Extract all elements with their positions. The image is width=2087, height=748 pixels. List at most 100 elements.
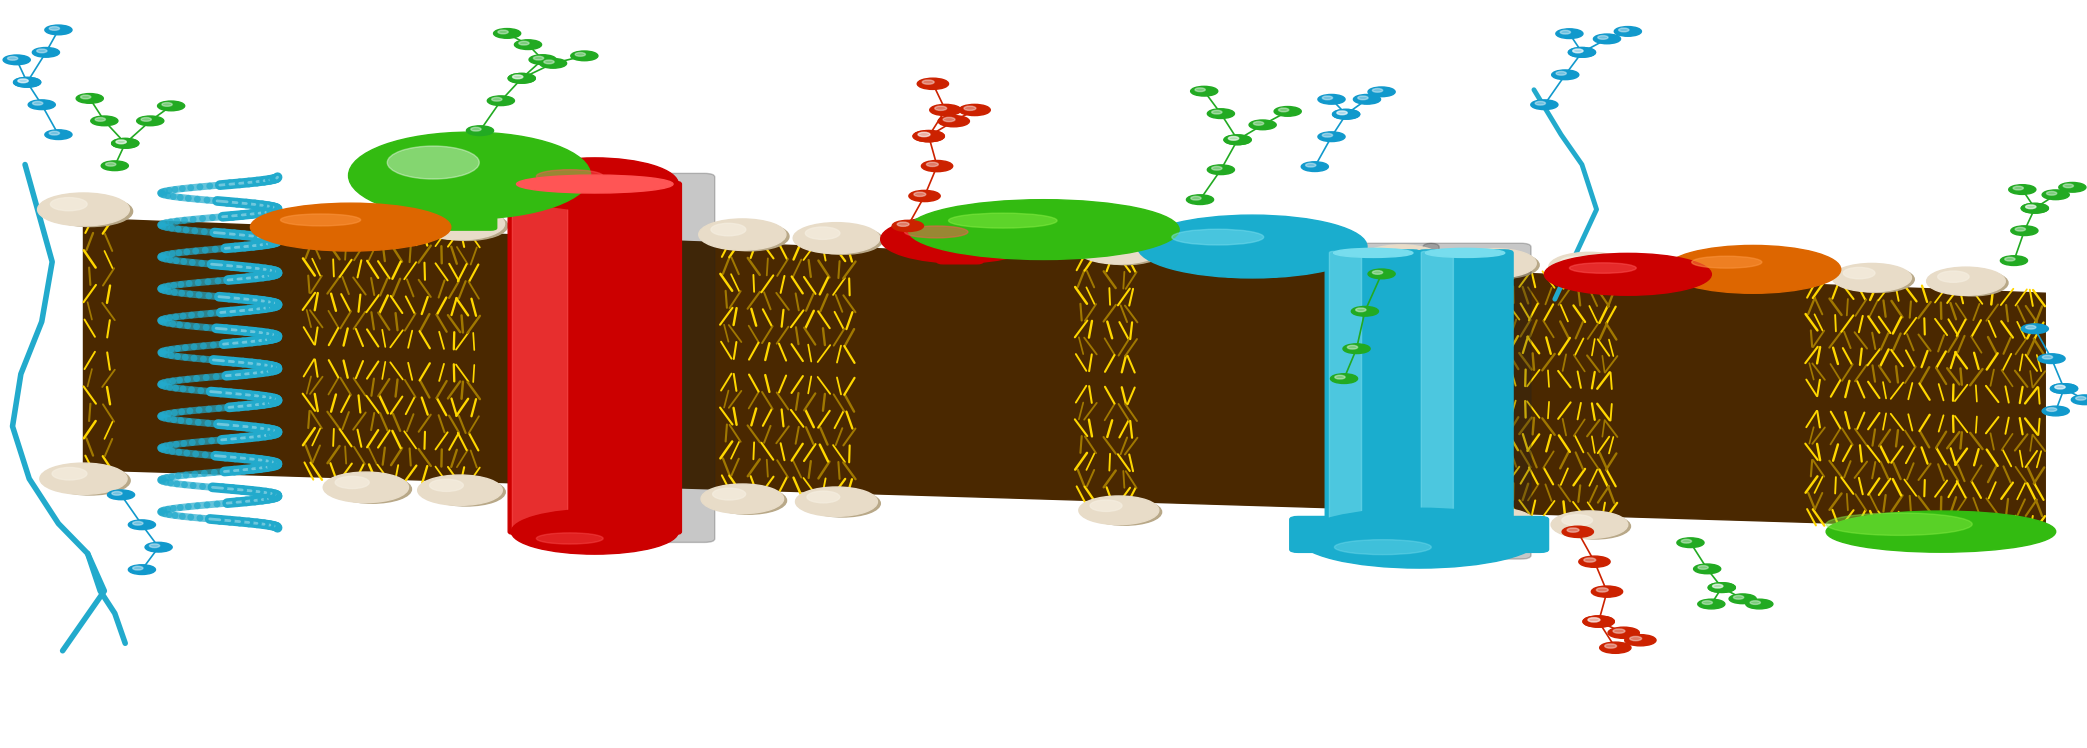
Circle shape (701, 484, 783, 514)
Circle shape (19, 79, 29, 83)
FancyBboxPatch shape (509, 181, 680, 535)
Circle shape (1465, 253, 1498, 265)
Circle shape (1713, 584, 1724, 588)
Circle shape (2047, 191, 2058, 195)
Ellipse shape (1334, 539, 1432, 554)
Ellipse shape (1544, 254, 1711, 295)
Circle shape (50, 132, 61, 135)
Circle shape (2010, 226, 2037, 236)
Circle shape (1213, 166, 1223, 170)
Circle shape (1682, 539, 1693, 543)
Circle shape (1348, 346, 1359, 349)
Circle shape (1561, 526, 1594, 537)
Circle shape (1561, 257, 1592, 268)
Circle shape (1323, 96, 1334, 99)
Circle shape (349, 132, 591, 219)
Circle shape (1229, 136, 1240, 140)
FancyBboxPatch shape (1421, 251, 1453, 551)
Circle shape (1751, 601, 1761, 604)
Circle shape (1605, 644, 1617, 649)
Circle shape (428, 478, 505, 506)
Circle shape (513, 75, 524, 79)
Circle shape (1557, 72, 1567, 76)
Circle shape (1695, 564, 1722, 574)
Circle shape (1584, 616, 1615, 627)
Circle shape (46, 130, 71, 139)
Circle shape (48, 196, 134, 227)
Circle shape (1601, 642, 1632, 653)
Circle shape (893, 221, 925, 232)
Circle shape (1551, 511, 1628, 539)
Circle shape (15, 78, 42, 87)
Circle shape (1630, 637, 1642, 641)
Circle shape (415, 208, 505, 240)
Circle shape (931, 105, 962, 116)
Circle shape (1843, 267, 1874, 279)
Ellipse shape (1334, 248, 1413, 257)
Circle shape (332, 207, 413, 237)
Circle shape (1580, 556, 1611, 567)
Circle shape (81, 95, 92, 99)
Ellipse shape (1173, 229, 1265, 245)
Circle shape (1319, 94, 1346, 104)
Circle shape (1302, 162, 1327, 171)
Circle shape (1369, 87, 1394, 96)
Circle shape (428, 212, 463, 225)
Circle shape (943, 117, 956, 122)
Circle shape (927, 162, 939, 167)
Ellipse shape (515, 175, 672, 193)
Circle shape (117, 140, 127, 144)
FancyBboxPatch shape (1325, 250, 1421, 552)
Circle shape (134, 566, 144, 570)
Circle shape (1373, 271, 1384, 275)
Circle shape (1567, 528, 1580, 533)
Circle shape (472, 127, 482, 131)
Circle shape (914, 131, 945, 142)
Circle shape (964, 106, 977, 111)
Circle shape (1213, 110, 1223, 114)
Circle shape (2056, 385, 2066, 389)
Circle shape (922, 80, 935, 85)
Circle shape (2049, 384, 2079, 393)
Circle shape (1574, 49, 1584, 53)
Circle shape (806, 490, 881, 517)
Circle shape (1079, 496, 1158, 524)
Circle shape (1703, 601, 1713, 604)
Circle shape (513, 40, 543, 49)
Circle shape (334, 475, 411, 503)
Circle shape (163, 102, 173, 106)
Circle shape (2022, 203, 2049, 213)
Circle shape (1334, 109, 1361, 119)
Circle shape (935, 106, 947, 111)
Circle shape (31, 48, 58, 58)
Circle shape (100, 161, 129, 171)
Circle shape (1336, 375, 1346, 379)
Circle shape (493, 28, 522, 38)
Ellipse shape (881, 215, 1039, 263)
Circle shape (1087, 237, 1165, 265)
Circle shape (914, 131, 945, 142)
Circle shape (1609, 627, 1640, 638)
Circle shape (40, 463, 127, 494)
Circle shape (1588, 618, 1601, 622)
Circle shape (1455, 248, 1536, 278)
Circle shape (1190, 86, 1217, 96)
Circle shape (2008, 185, 2035, 194)
Circle shape (922, 161, 952, 172)
Circle shape (1344, 344, 1369, 354)
Circle shape (1357, 308, 1367, 312)
Circle shape (1599, 36, 1609, 40)
FancyBboxPatch shape (1417, 250, 1513, 552)
Circle shape (430, 479, 463, 491)
Circle shape (142, 117, 152, 121)
Circle shape (1734, 595, 1745, 599)
Circle shape (144, 542, 171, 552)
Ellipse shape (250, 203, 451, 251)
Circle shape (1935, 270, 2008, 296)
FancyBboxPatch shape (1016, 227, 1071, 252)
Circle shape (897, 222, 910, 227)
Circle shape (1832, 263, 1912, 292)
Ellipse shape (1693, 257, 1761, 269)
Circle shape (1223, 135, 1250, 144)
Circle shape (534, 56, 545, 60)
